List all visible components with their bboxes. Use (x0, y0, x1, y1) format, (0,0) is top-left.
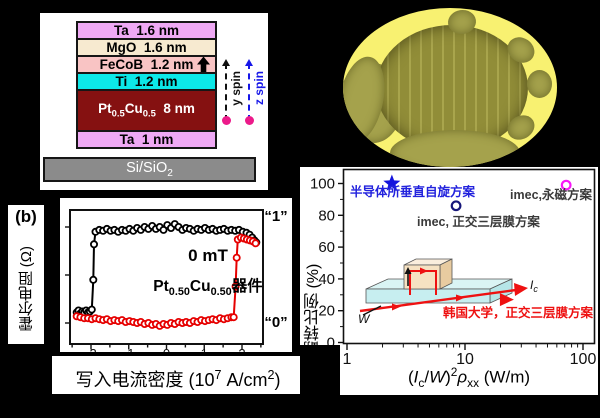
magnetization-arrow-icon (197, 56, 210, 73)
x-tick-label: 1 (343, 351, 352, 368)
data-point (231, 282, 240, 291)
data-point-triangle (499, 293, 514, 307)
z-spin-label: z spin (252, 71, 266, 106)
stack-layer-5: Ta 1 nm (76, 130, 217, 149)
stack-layer-label: MgO 1.6 nm (106, 40, 187, 55)
data-point (87, 305, 96, 314)
width-marker (362, 305, 382, 316)
field-annotation: 0 mT (188, 246, 228, 265)
x-tick-label: -2 (85, 346, 97, 352)
substrate-layer: Si/SiO2 (43, 157, 256, 182)
data-point-star (383, 174, 401, 191)
stack-layer-label: Ta 1 nm (119, 132, 174, 147)
substrate-label: Si/SiO2 (126, 160, 173, 179)
spin-dot-icon (244, 116, 254, 125)
stack-layer-label: Ta 1.6 nm (113, 23, 180, 38)
data-point-label: imec, 正交三层膜方案 (417, 214, 540, 229)
glove-fingertip (527, 70, 552, 98)
data-point (229, 313, 238, 322)
stack-layer-label: Pt0.5Cu0.5 8 nm (98, 101, 195, 120)
hall-y-axis-label: 霍尔电阻 (Ω) (17, 245, 35, 332)
hall-hysteresis-chart: -2 -1 0 1 2 0 mT Pt0.50Cu0.50器件 “1” “0” (60, 198, 292, 352)
current-flow-arrow (359, 288, 517, 313)
y-tick-label: 40 (318, 271, 335, 288)
y-tick-label: 0 (327, 335, 335, 352)
data-point-circle (450, 200, 462, 212)
panel-tag: (b) (15, 207, 37, 226)
layer-stack: Ta 1.6 nm MgO 1.6 nm FeCoB 1.2 nm Ti 1.2 nm… (76, 21, 217, 149)
x-tick-label: 100 (570, 351, 597, 368)
data-point-label: 韩国大学，正交三层膜方案 (443, 305, 594, 320)
hall-panel-label-strip: (b) 霍尔电阻 (Ω) (8, 205, 44, 344)
benchmark-panel: 翻转比例 (%) Ic W 0 20 40 60 80 100 1 10 100 半导体所垂直自旋… (300, 167, 598, 395)
data-point (89, 275, 98, 284)
stack-layer-label: FeCoB 1.2 nm (99, 57, 194, 72)
hysteresis-plot: -2 -1 0 1 2 (65, 209, 264, 352)
y-tick-label: 100 (310, 176, 335, 193)
wafer-photo (343, 8, 557, 167)
current-label: Ic (530, 278, 538, 294)
z-spin-arrow (244, 59, 254, 125)
data-point (89, 240, 98, 249)
x-tick-label: 0 (163, 346, 170, 352)
benchmark-chart: Ic W 0 20 40 60 80 100 1 10 100 半导体所垂直自旋方案 imec, 正… (310, 168, 596, 368)
x-tick-label: 10 (456, 351, 474, 368)
spin-dot-icon (221, 116, 231, 125)
x-tick-label: 2 (238, 346, 245, 352)
stack-layer-2: FeCoB 1.2 nm (76, 55, 217, 74)
y-tick-label: 20 (318, 303, 335, 320)
glove-wrist (390, 130, 520, 167)
device-inset-schematic: Ic W (358, 258, 538, 326)
x-tick-label: 1 (201, 346, 208, 352)
state-zero-annotation: “0” (264, 314, 288, 331)
plot-frame (342, 168, 596, 345)
data-point-label: imec,永磁方案 (510, 187, 592, 202)
stack-layer-label: Ti 1.2 nm (115, 74, 178, 89)
arrow-up-icon (245, 55, 253, 66)
data-point-label: 半导体所垂直自旋方案 (350, 184, 476, 199)
data-point (232, 253, 241, 262)
device-annotation: Pt0.50Cu0.50器件 (153, 278, 263, 299)
series-line-negative-sweep (75, 222, 258, 315)
arrow-up-icon (222, 55, 230, 66)
data-point-circle (560, 179, 572, 191)
y-tick-label: 60 (318, 239, 335, 256)
state-one-annotation: “1” (264, 208, 288, 225)
y-tick-label: 80 (318, 207, 335, 224)
y-spin-label: y spin (229, 71, 243, 106)
data-point (251, 239, 260, 248)
stack-layer-1: MgO 1.6 nm (76, 38, 217, 57)
hall-x-axis-label: 写入电流密度 (107 A/cm2) (52, 356, 304, 394)
stack-layer-4: Pt0.5Cu0.5 8 nm (76, 89, 217, 132)
y-spin-arrow (221, 59, 231, 125)
benchmark-x-axis-label: (Ic/W)2ρxx (W/m) (407, 365, 531, 391)
width-label: W (358, 312, 371, 326)
layer-stack-panel: Ta 1.6 nm MgO 1.6 nm FeCoB 1.2 nm Ti 1.2 nm… (40, 13, 268, 190)
x-tick-label: -1 (123, 346, 135, 352)
background-notch (300, 345, 340, 395)
